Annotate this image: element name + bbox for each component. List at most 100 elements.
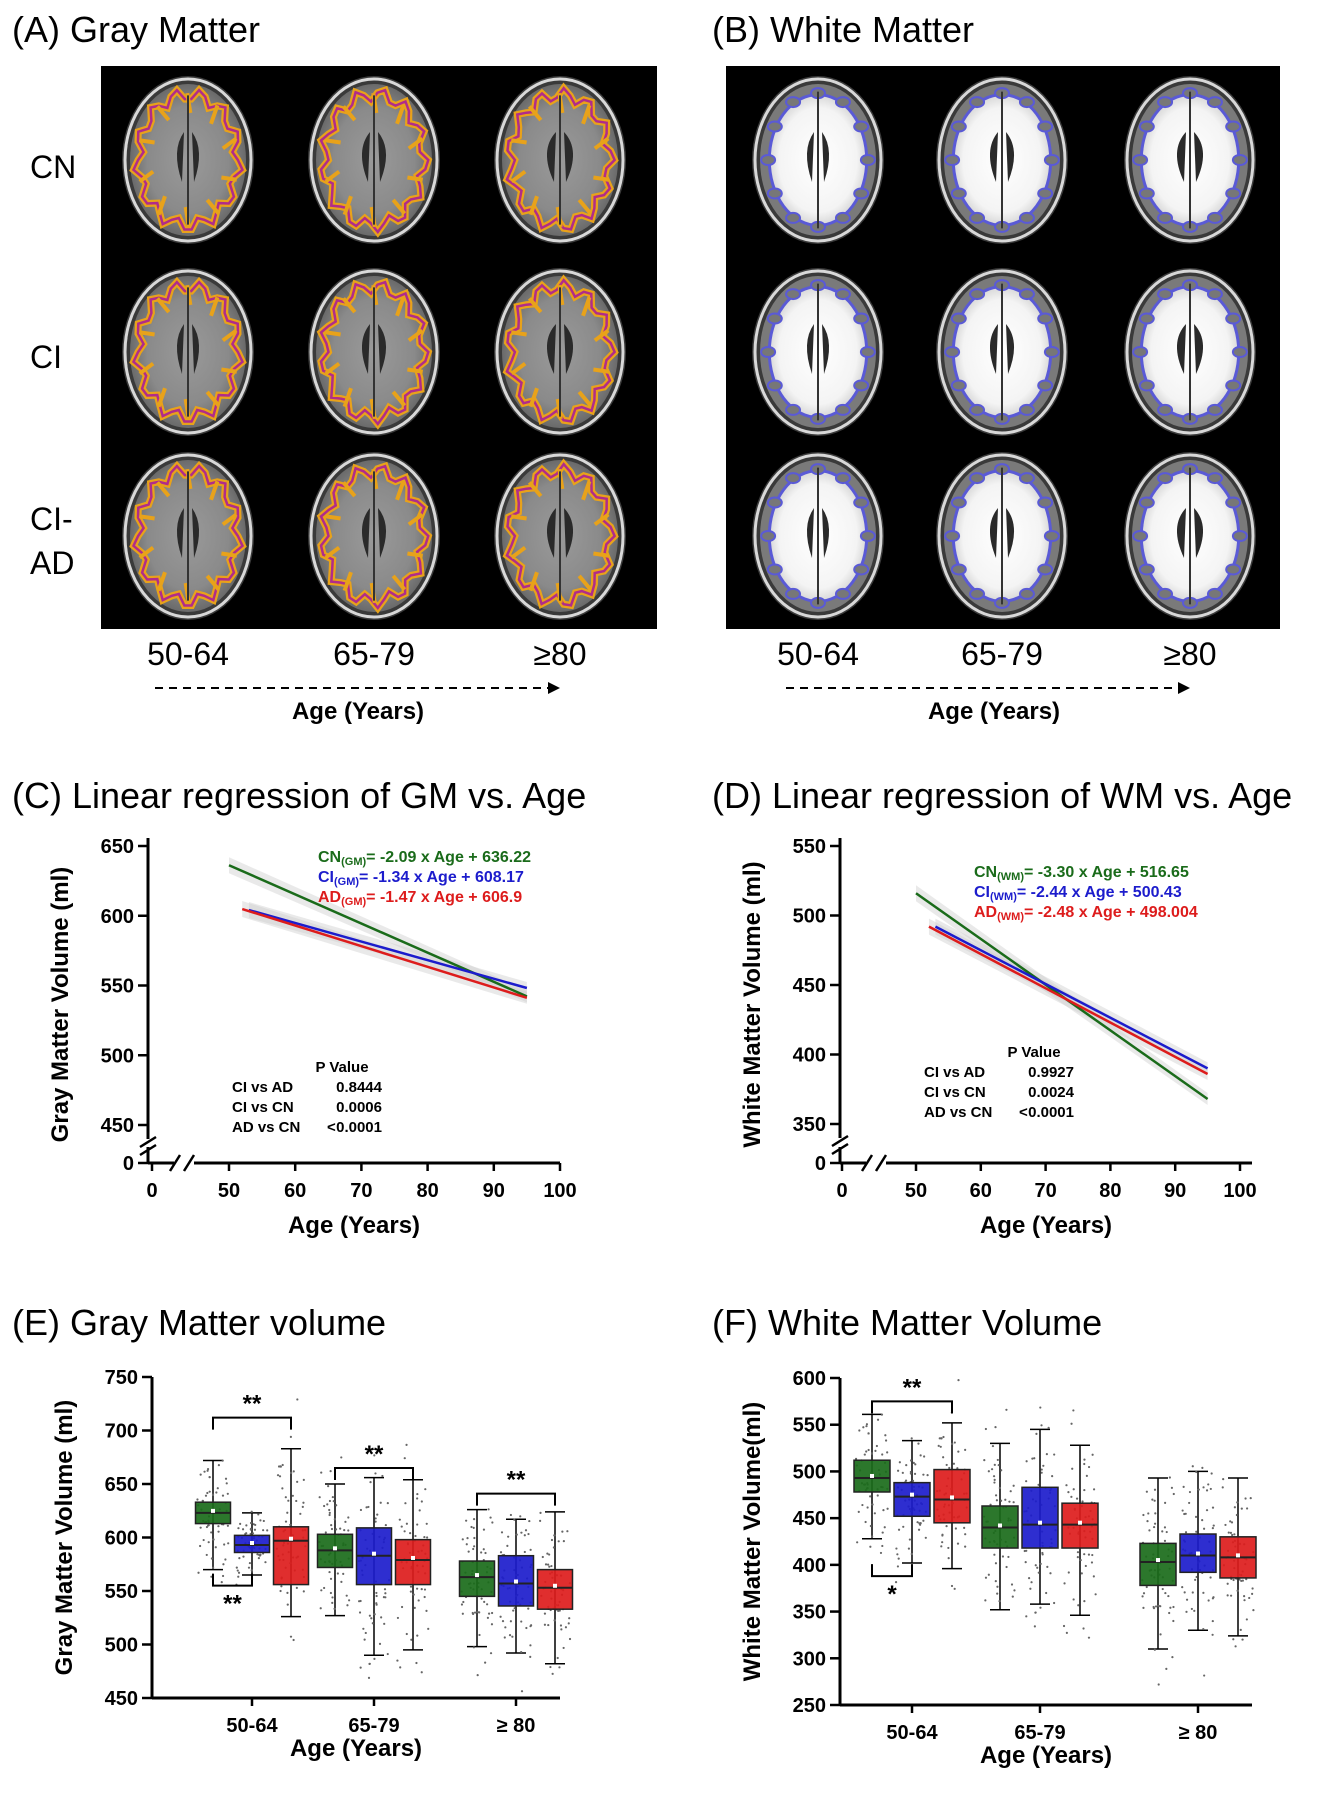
gm-sulcus [342, 571, 353, 592]
data-point [512, 1609, 515, 1612]
ventricle-left [546, 324, 556, 374]
data-point [1251, 1587, 1254, 1590]
wm-gyrus [1157, 472, 1174, 485]
gm-sulcus [528, 571, 539, 592]
gm-sulcus [324, 361, 341, 376]
brain-mri-slice-image [122, 76, 254, 244]
data-point [945, 1525, 948, 1528]
data-point [197, 1571, 200, 1574]
data-point [1233, 1506, 1236, 1509]
significance-label: ** [365, 1441, 384, 1468]
data-point [284, 1520, 288, 1523]
data-point [964, 1448, 967, 1452]
data-point [1251, 1592, 1254, 1595]
data-point [1207, 1599, 1210, 1602]
y-tick-label: 300 [793, 1648, 826, 1670]
panel-c-chart: (C) Linear regression of GM vs. Age 450 50… [12, 775, 586, 1239]
pvalue-value: 0.0006 [336, 1099, 382, 1116]
data-point [568, 1617, 571, 1620]
data-point [1169, 1606, 1172, 1609]
data-point [1146, 1520, 1149, 1523]
mean-marker [514, 1579, 518, 1584]
data-point [333, 1607, 336, 1610]
gm-sulcus [342, 195, 353, 216]
data-point [567, 1622, 570, 1625]
data-point [207, 1541, 210, 1544]
gm-sulcus [593, 328, 610, 343]
data-point [922, 1519, 925, 1522]
data-point [1083, 1458, 1086, 1461]
data-point [556, 1656, 559, 1660]
data-point [1164, 1501, 1167, 1504]
data-point [208, 1490, 211, 1493]
data-point [904, 1479, 908, 1482]
data-point [1083, 1600, 1086, 1603]
pvalue-comparison: AD vs CN [924, 1104, 992, 1121]
wm-gyrus [1157, 211, 1174, 224]
gm-sulcus [527, 105, 543, 122]
gm-sulcus [324, 138, 341, 145]
gm-cortex-inner [131, 464, 245, 607]
wm-gyrus [1225, 496, 1242, 509]
wm-gyrus [1206, 587, 1223, 600]
equation-cn: CN(GM)= -2.09 x Age + 636.22 [318, 849, 531, 868]
gm-sulcus [324, 169, 341, 184]
data-point [1221, 1486, 1224, 1489]
data-point [364, 1631, 367, 1635]
panel-a-age-1: 50-64 [147, 636, 229, 672]
mean-marker [475, 1573, 479, 1578]
data-point [1245, 1507, 1249, 1510]
x-tick-label: ≥ 80 [497, 1715, 536, 1737]
data-point [1202, 1486, 1205, 1489]
pvalue-value: 0.9927 [1028, 1064, 1074, 1081]
data-point [500, 1531, 504, 1534]
data-point [286, 1591, 289, 1594]
data-point [881, 1453, 884, 1456]
gm-sulcus [510, 514, 527, 521]
data-point [221, 1459, 224, 1462]
data-point [529, 1625, 532, 1628]
data-point [1211, 1527, 1214, 1530]
data-point [204, 1494, 208, 1497]
wm-gyrus [785, 96, 802, 109]
data-point [882, 1508, 885, 1512]
data-point [330, 1527, 334, 1531]
gm-sulcus [156, 387, 167, 408]
data-point [486, 1603, 489, 1606]
ventricle-right [1194, 508, 1204, 558]
data-point [328, 1570, 331, 1574]
data-point [1046, 1565, 1049, 1569]
gm-sulcus [209, 480, 220, 501]
data-point [993, 1553, 996, 1556]
wm-gyrus [1132, 154, 1149, 166]
data-point [568, 1637, 572, 1641]
data-point [1245, 1618, 1248, 1621]
data-point [884, 1439, 888, 1442]
data-point [1053, 1601, 1056, 1605]
data-point [1183, 1591, 1186, 1594]
data-point [908, 1538, 911, 1541]
ventricle-left [546, 508, 556, 558]
data-point [208, 1475, 211, 1479]
data-point [1009, 1490, 1012, 1493]
data-point [553, 1619, 556, 1622]
data-point [472, 1646, 476, 1649]
brain-mri-slice-image [122, 452, 254, 620]
data-point [1203, 1674, 1206, 1677]
data-point [1194, 1515, 1198, 1518]
data-point [954, 1527, 957, 1530]
data-point [199, 1544, 202, 1548]
y-tick-label: 500 [793, 1461, 826, 1483]
data-point [427, 1627, 430, 1630]
data-point [237, 1575, 240, 1578]
data-point [874, 1449, 877, 1453]
data-point [1168, 1476, 1171, 1479]
gm-sulcus [155, 481, 171, 498]
data-point [869, 1545, 872, 1548]
y-tick-label: 700 [105, 1421, 138, 1443]
data-point [539, 1519, 542, 1522]
chart-title: (C) Linear regression of GM vs. Age [12, 775, 586, 816]
data-point [251, 1532, 255, 1535]
data-point [1157, 1683, 1160, 1686]
skull-ring [495, 77, 625, 243]
